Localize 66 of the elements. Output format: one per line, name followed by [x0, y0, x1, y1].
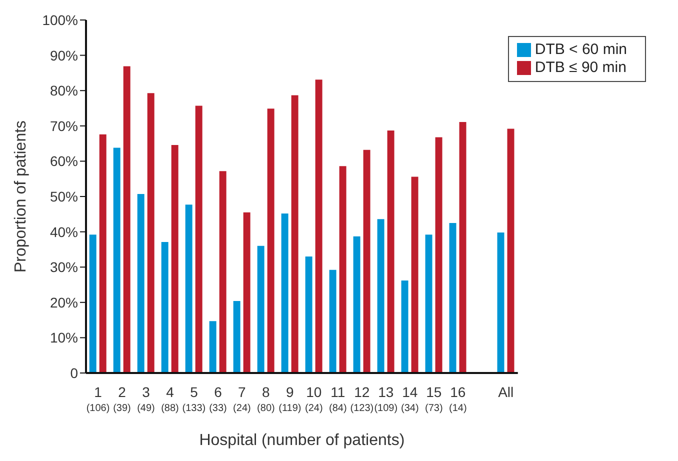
x-tick-label: 13 (109) [374, 384, 398, 414]
x-tick-label: 2 (39) [113, 384, 131, 414]
bar [99, 134, 106, 373]
y-tick-label: 90% [50, 47, 78, 64]
bar [113, 148, 120, 373]
bar [195, 106, 202, 373]
y-tick-label: 50% [50, 188, 78, 204]
bar [209, 321, 216, 373]
x-tick-label: 4 (88) [161, 384, 179, 414]
legend-label: DTB ≤ 90 min [534, 59, 626, 76]
bar [497, 232, 504, 373]
bar [329, 270, 336, 373]
legend-label: DTB < 60 min [534, 41, 627, 58]
bar [425, 234, 432, 373]
x-tick-label: 15 (73) [425, 384, 443, 414]
bar [449, 222, 456, 373]
x-tick-label: 12 (123) [350, 384, 374, 414]
y-axis-title: Proportion of patients [12, 120, 30, 273]
bar [281, 213, 288, 373]
x-tick-label: 16 (14) [448, 384, 467, 414]
bar [435, 137, 442, 373]
y-tick-label: 60% [50, 153, 78, 170]
bar [257, 246, 264, 373]
bar [267, 108, 274, 373]
bar [243, 212, 250, 373]
bar [507, 128, 514, 373]
bar [89, 234, 96, 373]
y-tick-label: 30% [50, 259, 78, 276]
bar [291, 95, 298, 373]
bar [387, 130, 394, 373]
bar [161, 242, 168, 373]
bar [401, 280, 408, 373]
bar [219, 171, 226, 373]
x-tick-label: 3 (49) [137, 384, 155, 414]
bar [147, 93, 154, 373]
bar [171, 144, 178, 373]
y-tick-label: 70% [50, 118, 78, 134]
y-tick-label: 80% [50, 82, 78, 99]
y-tick-label: 20% [50, 294, 78, 310]
bar [353, 236, 360, 373]
x-tick-label: 11 (84) [329, 384, 347, 414]
x-axis-title: Hospital (number of patients) [199, 432, 405, 449]
bar [233, 300, 240, 373]
x-tick-label: 9 (119) [278, 384, 302, 414]
x-tick-label: 10 (24) [305, 384, 323, 414]
x-tick-label: 8 (80) [257, 384, 275, 414]
x-tick-label: 6 (33) [209, 384, 227, 414]
bar [363, 150, 370, 373]
bar [185, 204, 192, 373]
bar [377, 219, 384, 373]
y-tick-label: 40% [50, 224, 78, 240]
bar [459, 122, 466, 373]
x-tick-label: 14 (34) [401, 384, 419, 414]
x-tick-label: 1 (106) [86, 384, 110, 414]
bar [137, 194, 144, 373]
y-tick-label: 10% [50, 330, 78, 346]
bar [123, 66, 130, 373]
bar [315, 80, 322, 373]
y-tick-label: 100% [42, 12, 78, 28]
y-tick-label: 0 [70, 364, 78, 381]
x-tick-label: 5 (133) [182, 384, 206, 414]
bar [411, 176, 418, 373]
bar [339, 166, 346, 373]
x-tick-label: 7 (24) [233, 384, 251, 414]
bar [305, 256, 312, 373]
x-tick-label: All [498, 384, 514, 400]
